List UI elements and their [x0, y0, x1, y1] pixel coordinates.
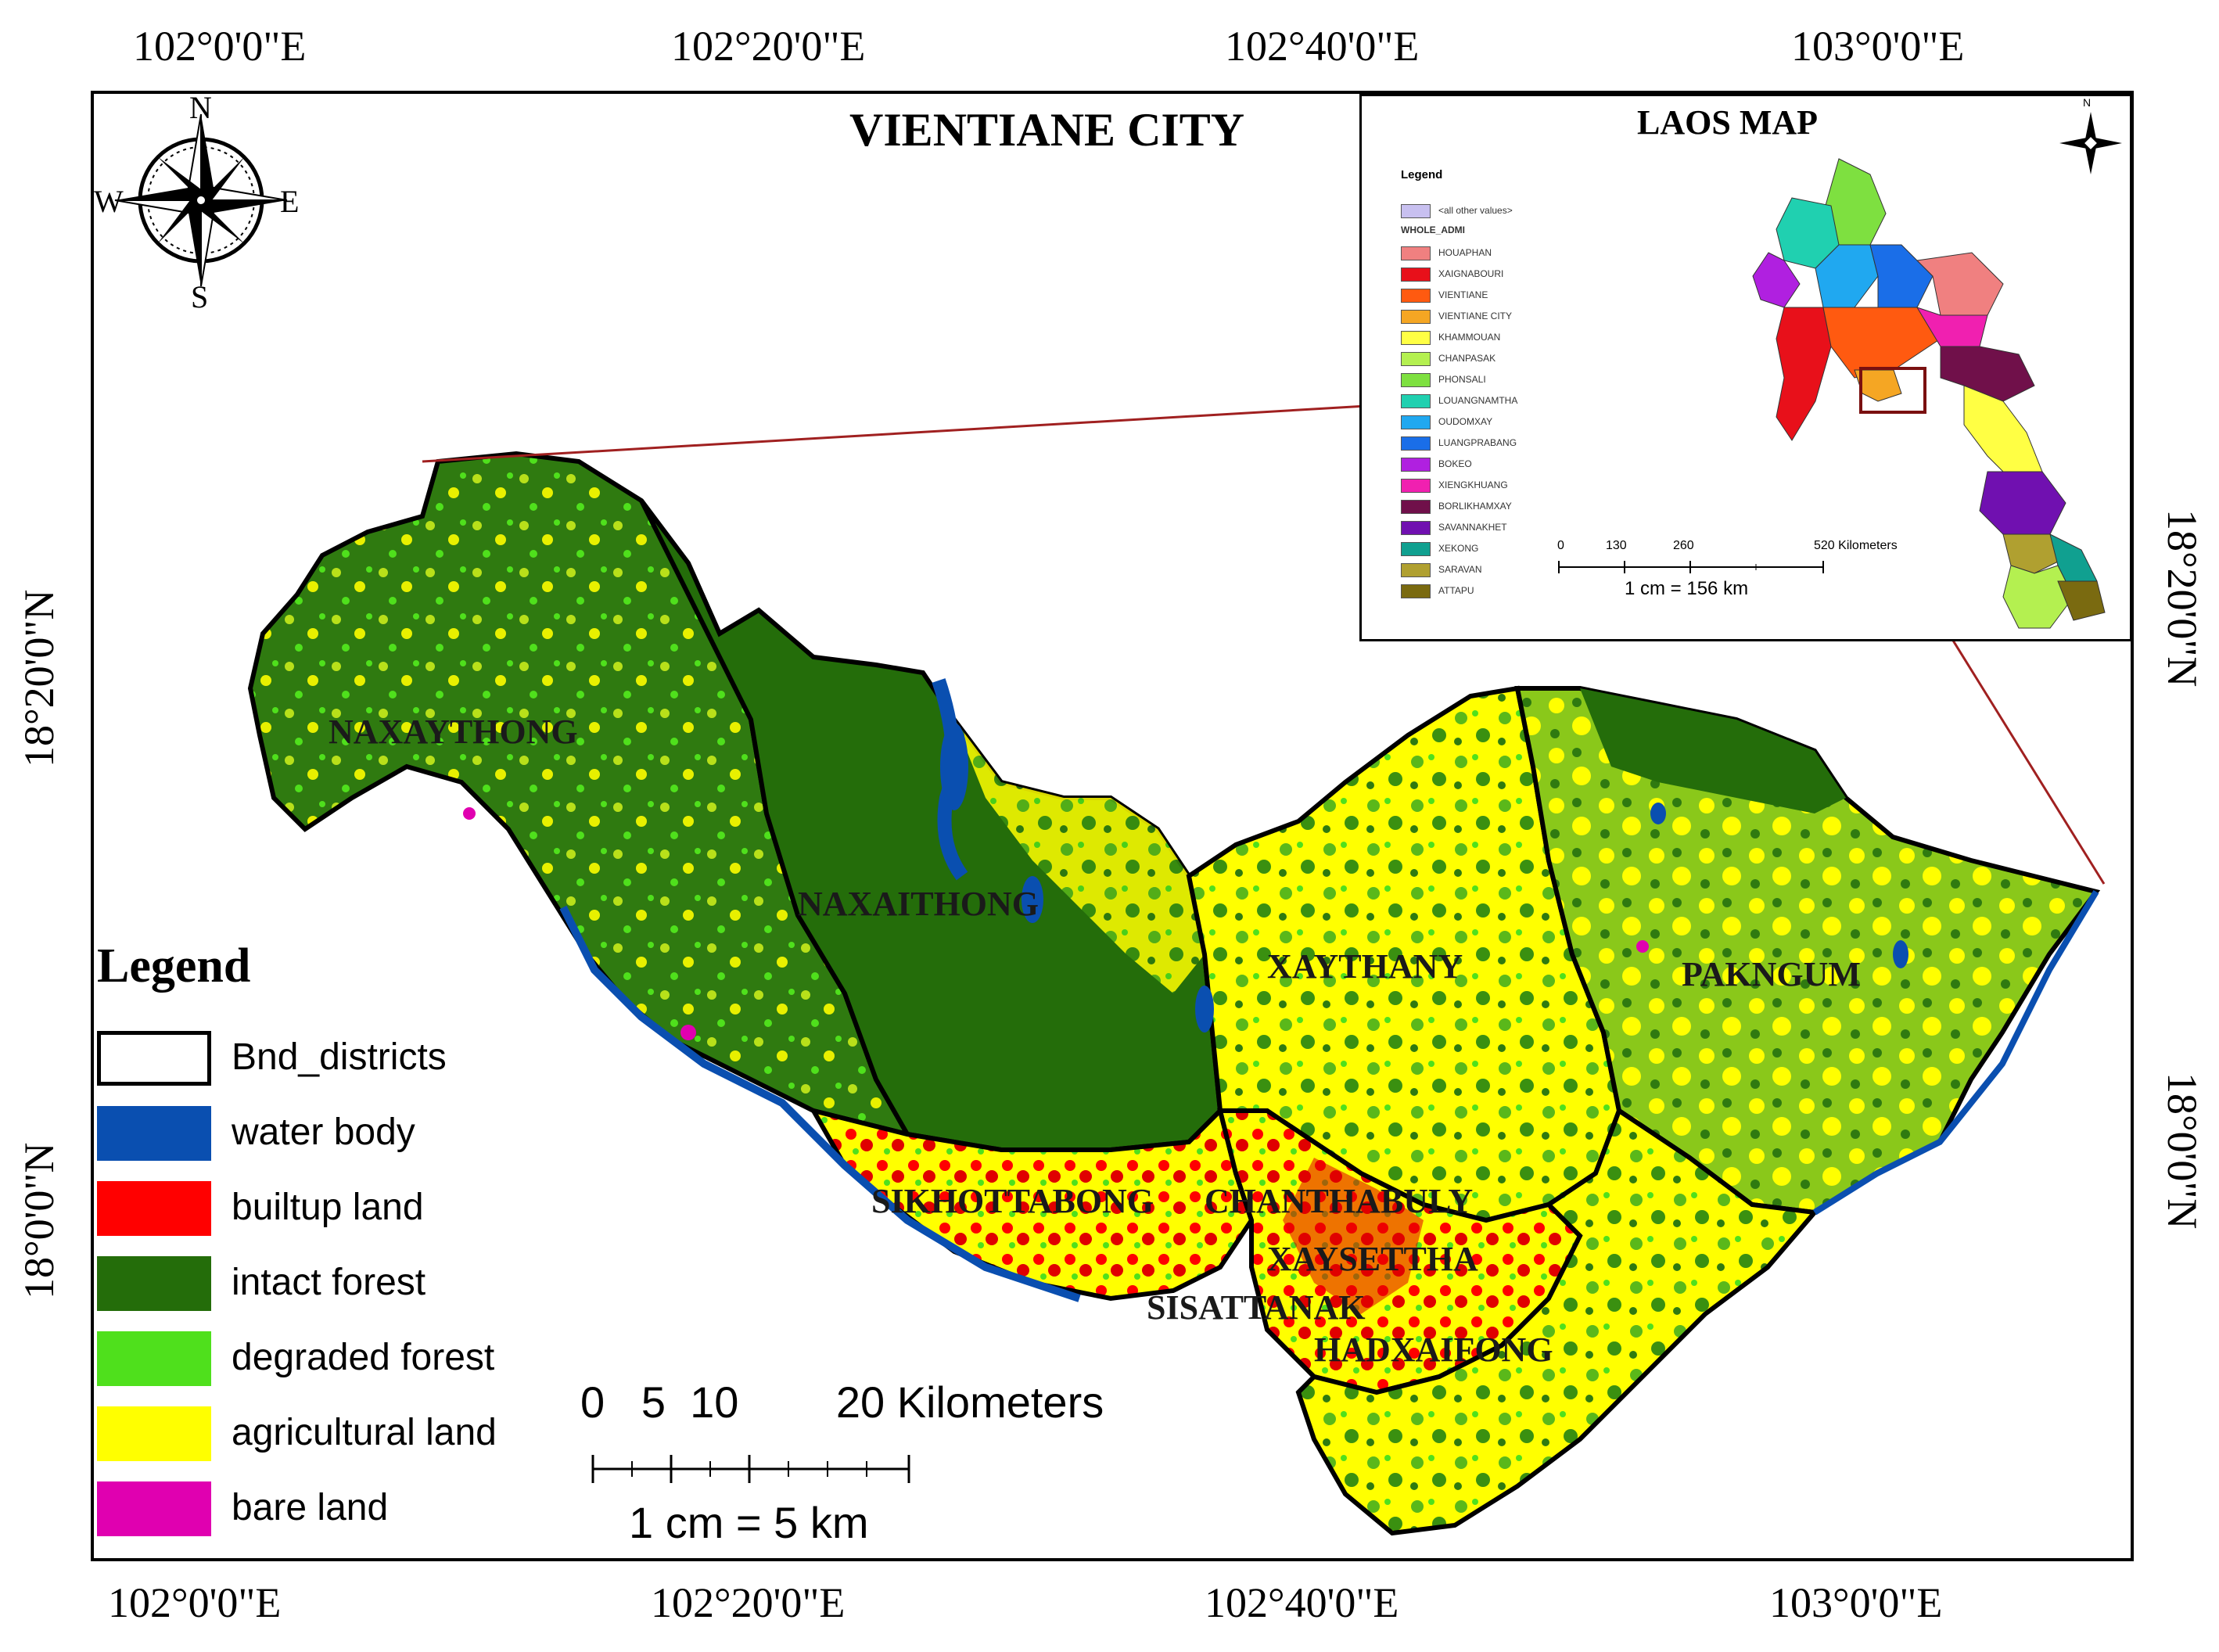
coord-top-2: 102°20'0"E: [671, 23, 866, 70]
inset-label: <all other values>: [1438, 205, 1513, 216]
district-label-chanthabuly: CHANTHABULY: [1205, 1182, 1473, 1220]
coord-bottom-1: 102°0'0"E: [108, 1579, 282, 1626]
coord-right-2: 18°0'0"N: [2159, 1072, 2206, 1230]
compass-w-label: W: [94, 184, 124, 219]
inset-scale-tick-520: 520 Kilometers: [1814, 539, 1898, 552]
compass-n-label: N: [189, 91, 212, 125]
legend-swatch: [97, 1406, 211, 1461]
inset-scale-bar: [1558, 561, 1824, 573]
coord-bottom-3: 102°40'0"E: [1205, 1579, 1399, 1626]
map-title: VIENTIANE CITY: [849, 104, 1245, 156]
district-label-xaythany: XAYTHANY: [1267, 947, 1463, 986]
compass-s-label: S: [191, 279, 209, 314]
inset-scale-tick-0: 0: [1557, 539, 1564, 552]
scale-ratio: 1 cm = 5 km: [629, 1498, 869, 1547]
map-frame: NAXAYTHONG NAXAITHONG XAYTHANY PAKNGUM S…: [91, 91, 2134, 1561]
land-cover-map[interactable]: NAXAYTHONG NAXAITHONG XAYTHANY PAKNGUM S…: [94, 94, 2131, 1558]
scale-numbers: 0 5 10 20 Kilometers: [580, 1377, 1104, 1427]
district-label-sikhottabong: SIKHOTTABONG: [871, 1182, 1154, 1220]
district-label-sisattanak: SISATTANAK: [1147, 1288, 1366, 1327]
legend-label: water body: [232, 1112, 415, 1153]
inset-scale-tick-260: 260: [1673, 539, 1694, 552]
district-label-naxaithong: NAXAITHONG: [798, 885, 1039, 923]
legend-item-intact-forest: intact forest: [97, 1256, 582, 1314]
legend-item-bnd-districts: Bnd_districts: [97, 1031, 582, 1089]
scale-bar: [591, 1455, 910, 1483]
compass-e-label: E: [280, 184, 300, 219]
legend-label: Bnd_districts: [232, 1036, 447, 1078]
legend-swatch: [97, 1031, 211, 1086]
legend-label: agricultural land: [232, 1412, 497, 1453]
legend-item-water-body: water body: [97, 1106, 582, 1164]
district-label-naxaythong: NAXAYTHONG: [329, 713, 578, 751]
coord-bottom-2: 102°20'0"E: [651, 1579, 846, 1626]
inset-legend-title: Legend: [1401, 168, 1443, 181]
district-label-hadxaifong: HADXAIFONG: [1314, 1331, 1553, 1369]
legend-item-degraded-forest: degraded forest: [97, 1331, 582, 1389]
inset-north-arrow-icon: [2059, 112, 2122, 174]
land-cover-area: [247, 451, 2101, 1536]
legend-swatch: [97, 1181, 211, 1236]
legend-label: bare land: [232, 1487, 389, 1528]
laos-provinces-shape: [1752, 158, 2106, 629]
legend-swatch: [97, 1481, 211, 1536]
legend-swatch: [97, 1256, 211, 1311]
compass-rose-icon: [114, 113, 288, 287]
legend-item-bare-land: bare land: [97, 1481, 582, 1539]
legend-item-builtup-land: builtup land: [97, 1181, 582, 1239]
legend-item-agricultural-land: agricultural land: [97, 1406, 582, 1464]
legend-label: builtup land: [232, 1187, 424, 1228]
coord-top-4: 103°0'0"E: [1791, 23, 1965, 70]
inset-legend-field: WHOLE_ADMI: [1401, 224, 1465, 235]
coord-left-1: 18°20'0"N: [16, 589, 63, 767]
coord-left-2: 18°0'0"N: [16, 1142, 63, 1299]
inset-scale-ratio: 1 cm = 156 km: [1625, 578, 1749, 599]
legend-title: Legend: [97, 939, 251, 993]
legend-swatch: [97, 1331, 211, 1386]
inset-title: LAOS MAP: [1637, 103, 1818, 142]
coord-bottom-4: 103°0'0"E: [1769, 1579, 1943, 1626]
legend-label: degraded forest: [232, 1337, 495, 1378]
district-label-pakngum: PAKNGUM: [1682, 955, 1861, 993]
legend-label: intact forest: [232, 1262, 426, 1303]
inset-north-label: N: [2083, 96, 2092, 109]
inset-scale-tick-130: 130: [1606, 539, 1627, 552]
inset-swatch: [1401, 204, 1431, 218]
legend-swatch: [97, 1106, 211, 1161]
coord-top-1: 102°0'0"E: [133, 23, 307, 70]
coord-right-1: 18°20'0"N: [2159, 509, 2206, 688]
district-label-xaysettha: XAYSETTHA: [1267, 1240, 1478, 1278]
laos-inset-map[interactable]: LAOS MAP N Legend <all other values> WHO…: [1359, 94, 2131, 641]
coord-top-3: 102°40'0"E: [1225, 23, 1420, 70]
